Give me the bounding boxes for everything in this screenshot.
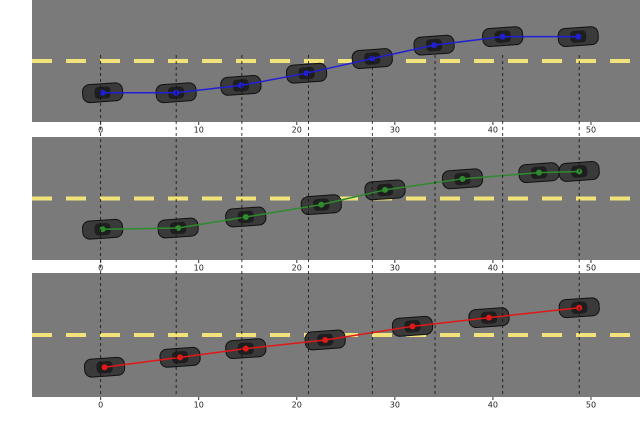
point [575, 33, 582, 40]
x-tick-label: 0 [98, 401, 103, 410]
x-tick-label: 50 [586, 264, 596, 273]
point [431, 42, 438, 49]
point [99, 226, 106, 233]
point [535, 169, 542, 176]
x-tick-label: 40 [488, 401, 498, 410]
point [99, 89, 106, 96]
point [382, 186, 389, 193]
x-tick-label: 20 [292, 401, 302, 410]
point [318, 201, 325, 208]
point [242, 345, 249, 352]
x-tick-label: 30 [390, 126, 400, 135]
point [485, 314, 492, 321]
point [242, 213, 249, 220]
x-tick-label: 20 [292, 264, 302, 273]
x-tick-label: 20 [292, 126, 302, 135]
trajectory [102, 35, 579, 94]
point [303, 70, 310, 77]
point [499, 33, 506, 40]
x-tick-label: 50 [586, 126, 596, 135]
x-tick-label: 50 [586, 401, 596, 410]
road [32, 0, 640, 122]
point [177, 354, 184, 361]
point [101, 364, 108, 371]
x-tick-label: 10 [194, 126, 204, 135]
trajectory [102, 170, 580, 230]
point [322, 336, 329, 343]
point [175, 225, 182, 232]
point [237, 82, 244, 89]
point [369, 55, 376, 62]
x-tick-label: 10 [194, 264, 204, 273]
x-tick-label: 40 [488, 126, 498, 135]
x-tick-label: 40 [488, 264, 498, 273]
x-tick-label: 30 [390, 264, 400, 273]
point [409, 323, 416, 330]
point [459, 175, 466, 182]
x-tick-label: 30 [390, 401, 400, 410]
x-tick-label: 10 [194, 401, 204, 410]
